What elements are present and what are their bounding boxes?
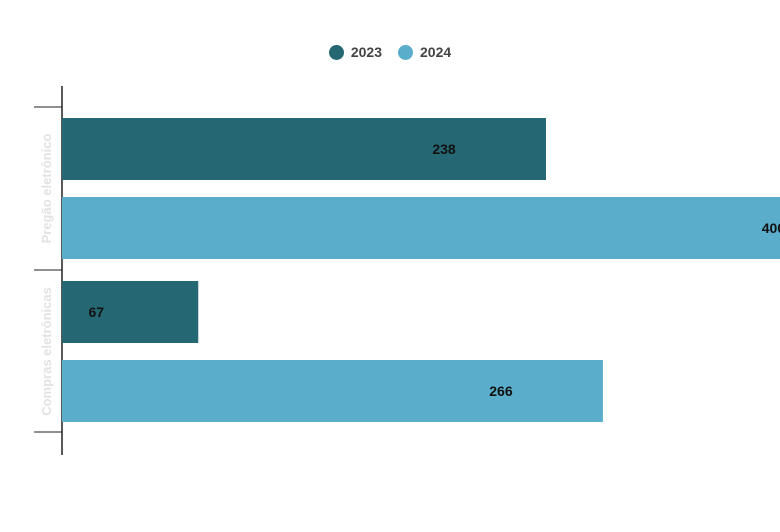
legend-swatch-2023 bbox=[328, 44, 344, 60]
legend-label-2024: 2024 bbox=[420, 44, 452, 60]
category-label-pregao-eletronico: Pregão eletrônico bbox=[39, 134, 54, 244]
category-label-compras-eletronicas: Compras eletrônicas bbox=[39, 287, 54, 416]
chart-legend: 2023 2024 bbox=[0, 44, 780, 60]
legend-label-2023: 2023 bbox=[350, 44, 382, 60]
legend-swatch-2024 bbox=[398, 44, 413, 60]
data-label-2023-pregao-eletronico: 238 bbox=[432, 141, 456, 157]
data-label-2024-pregao-eletronico: 400 bbox=[762, 220, 780, 236]
data-label-2024-compras-eletronicas: 266 bbox=[489, 383, 513, 399]
bar-2024-pregao-eletronico bbox=[62, 197, 780, 259]
data-label-2023-compras-eletronicas: 67 bbox=[88, 304, 104, 320]
legend-item-2023[interactable]: 2023 bbox=[328, 44, 382, 60]
bar-2024-compras-eletronicas bbox=[62, 360, 603, 422]
bar-2023-compras-eletronicas bbox=[62, 281, 199, 343]
legend-item-2024[interactable]: 2024 bbox=[398, 44, 451, 60]
bar-2023-pregao-eletronico bbox=[62, 118, 546, 180]
